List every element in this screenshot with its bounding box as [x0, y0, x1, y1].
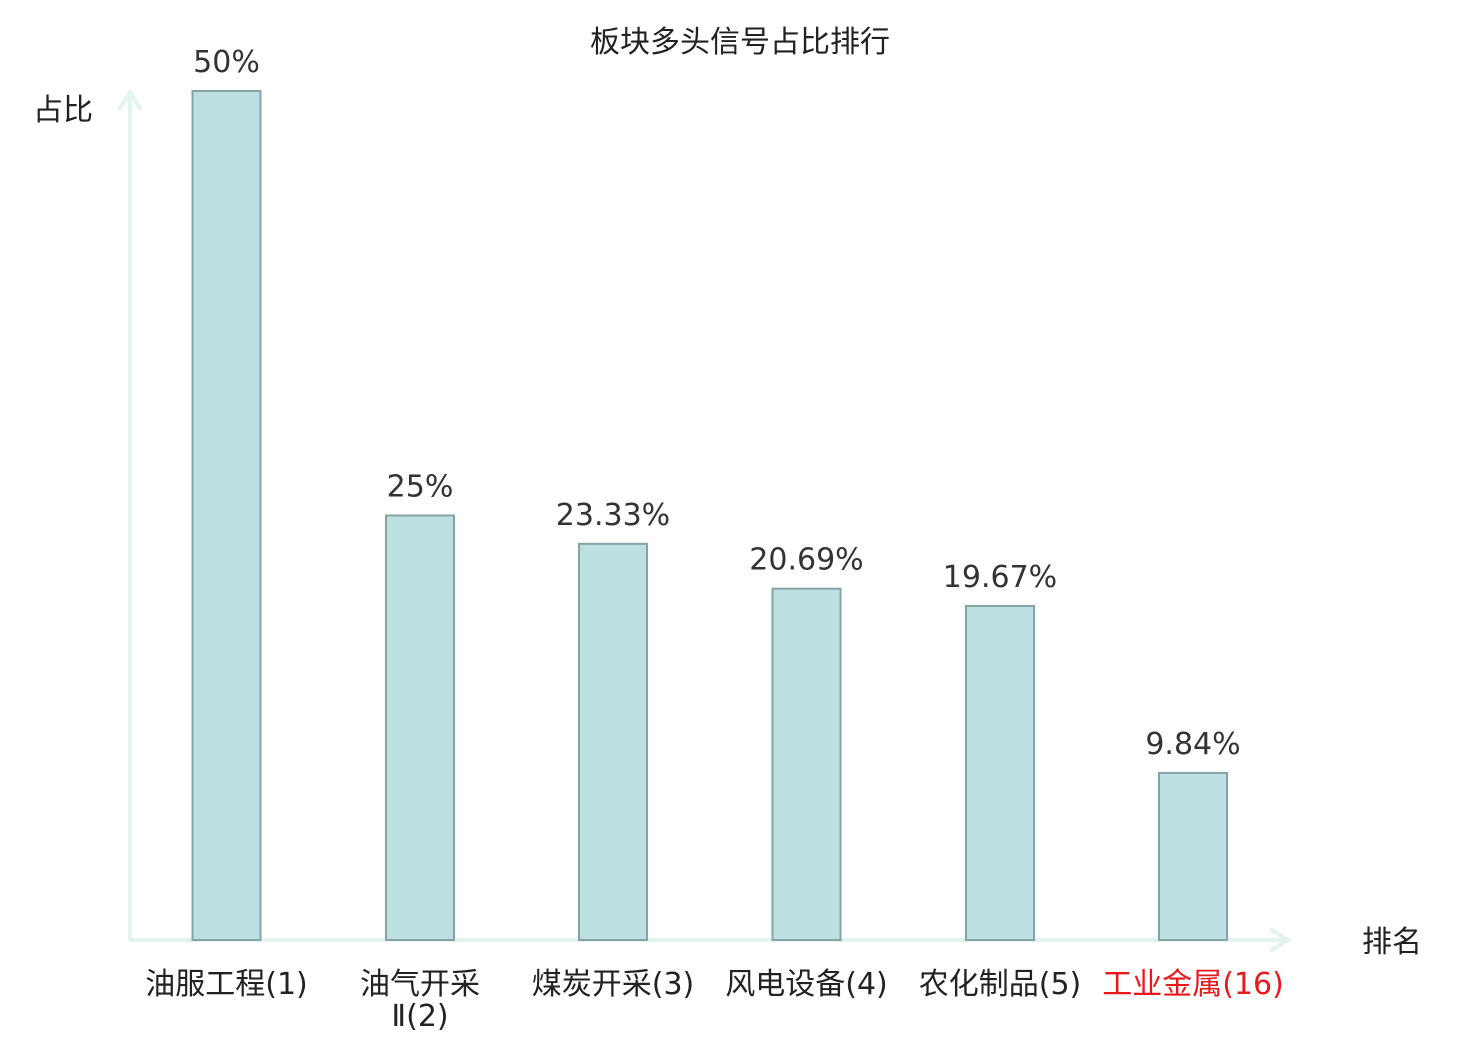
- bar-value-label: 25%: [387, 470, 454, 505]
- bar: [965, 605, 1035, 942]
- category-tick-label: 油服工程(1): [145, 967, 308, 1002]
- y-axis-arrow: [117, 88, 143, 112]
- bar-value-label: 9.84%: [1145, 727, 1240, 762]
- bar: [578, 542, 648, 942]
- value-labels-group: 50% 25% 23.33% 20.69% 19.67% 9.84%: [193, 45, 1241, 762]
- category-tick-label: 煤炭开采(3): [532, 967, 695, 1002]
- bar-value-label: 23.33%: [556, 498, 670, 533]
- category-tick-label: 油气开采: [360, 967, 480, 1002]
- bar-value-label: 50%: [193, 45, 260, 80]
- category-tick-label: 风电设备(4): [725, 967, 888, 1002]
- category-tick-label: 工业金属(16): [1102, 967, 1284, 1002]
- category-tick-label: Ⅱ(2): [391, 999, 448, 1034]
- x-axis-arrow: [1268, 927, 1292, 953]
- bar-value-label: 20.69%: [749, 543, 863, 578]
- y-axis-label: 占比: [33, 93, 93, 128]
- bar-value-label: 19.67%: [943, 560, 1057, 595]
- bar: [191, 90, 262, 941]
- bars-group: [191, 90, 1228, 942]
- bar: [1158, 771, 1228, 942]
- bar: [385, 514, 455, 941]
- x-axis-label: 排名: [1362, 925, 1422, 960]
- bar: [771, 587, 842, 941]
- category-tick-label: 农化制品(5): [919, 967, 1082, 1002]
- chart-title: 板块多头信号占比排行: [590, 25, 890, 60]
